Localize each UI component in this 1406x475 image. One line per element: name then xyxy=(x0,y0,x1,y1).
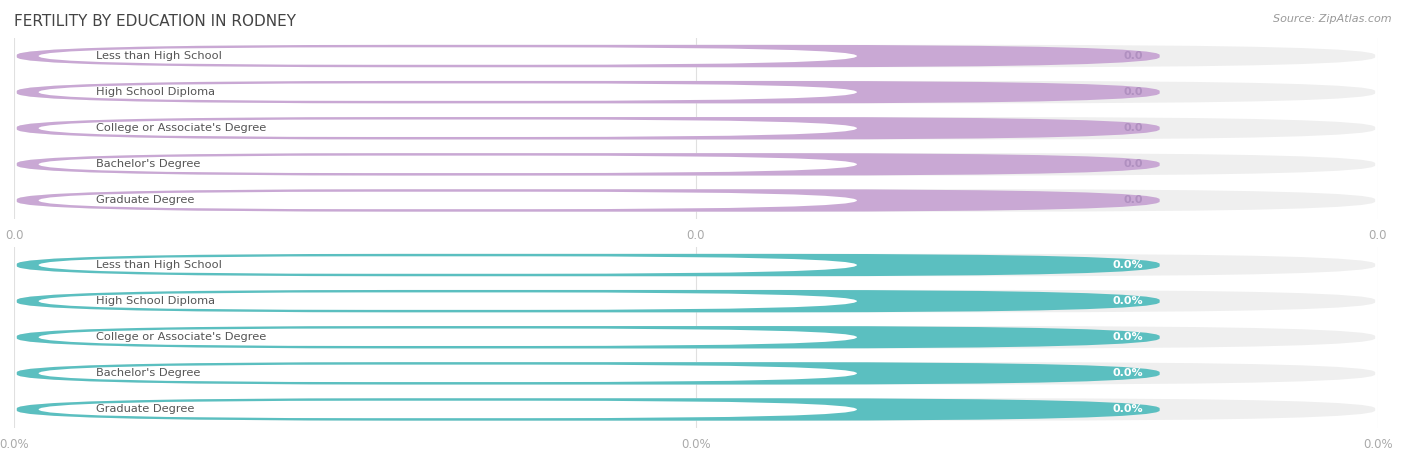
Text: College or Associate's Degree: College or Associate's Degree xyxy=(96,332,266,342)
FancyBboxPatch shape xyxy=(17,398,1375,421)
Text: Less than High School: Less than High School xyxy=(96,260,222,270)
Text: Less than High School: Less than High School xyxy=(96,51,222,61)
Text: 0.0%: 0.0% xyxy=(1112,332,1143,342)
FancyBboxPatch shape xyxy=(17,398,1160,421)
FancyBboxPatch shape xyxy=(38,84,856,101)
Text: 0.0%: 0.0% xyxy=(1112,368,1143,379)
FancyBboxPatch shape xyxy=(17,189,1375,212)
Text: 0.0: 0.0 xyxy=(1123,123,1143,133)
FancyBboxPatch shape xyxy=(17,326,1375,349)
FancyBboxPatch shape xyxy=(17,117,1375,140)
FancyBboxPatch shape xyxy=(38,156,856,173)
Text: 0.0: 0.0 xyxy=(1123,159,1143,170)
FancyBboxPatch shape xyxy=(17,81,1160,104)
Text: 0.0: 0.0 xyxy=(1368,228,1388,242)
FancyBboxPatch shape xyxy=(17,153,1160,176)
Text: 0.0%: 0.0% xyxy=(1112,296,1143,306)
Text: Source: ZipAtlas.com: Source: ZipAtlas.com xyxy=(1274,14,1392,24)
FancyBboxPatch shape xyxy=(38,365,856,382)
Text: Bachelor's Degree: Bachelor's Degree xyxy=(96,368,200,379)
FancyBboxPatch shape xyxy=(17,81,1375,104)
FancyBboxPatch shape xyxy=(38,401,856,418)
Text: 0.0: 0.0 xyxy=(1123,195,1143,206)
Text: 0.0: 0.0 xyxy=(686,228,706,242)
Text: 0.0%: 0.0% xyxy=(681,437,711,451)
Text: Graduate Degree: Graduate Degree xyxy=(96,404,194,415)
FancyBboxPatch shape xyxy=(38,293,856,310)
Text: 0.0: 0.0 xyxy=(1123,51,1143,61)
FancyBboxPatch shape xyxy=(17,362,1160,385)
Text: 0.0: 0.0 xyxy=(4,228,24,242)
FancyBboxPatch shape xyxy=(38,329,856,346)
FancyBboxPatch shape xyxy=(38,48,856,65)
FancyBboxPatch shape xyxy=(38,120,856,137)
Text: 0.0%: 0.0% xyxy=(1112,404,1143,415)
Text: 0.0%: 0.0% xyxy=(1362,437,1393,451)
Text: 0.0%: 0.0% xyxy=(0,437,30,451)
FancyBboxPatch shape xyxy=(38,256,856,274)
FancyBboxPatch shape xyxy=(17,290,1375,313)
FancyBboxPatch shape xyxy=(17,254,1160,276)
FancyBboxPatch shape xyxy=(17,117,1160,140)
FancyBboxPatch shape xyxy=(17,45,1160,67)
Text: College or Associate's Degree: College or Associate's Degree xyxy=(96,123,266,133)
FancyBboxPatch shape xyxy=(17,290,1160,313)
Text: High School Diploma: High School Diploma xyxy=(96,296,215,306)
Text: 0.0%: 0.0% xyxy=(1112,260,1143,270)
FancyBboxPatch shape xyxy=(38,192,856,209)
Text: High School Diploma: High School Diploma xyxy=(96,87,215,97)
FancyBboxPatch shape xyxy=(17,254,1375,276)
Text: Graduate Degree: Graduate Degree xyxy=(96,195,194,206)
FancyBboxPatch shape xyxy=(17,362,1375,385)
FancyBboxPatch shape xyxy=(17,153,1375,176)
FancyBboxPatch shape xyxy=(17,326,1160,349)
Text: Bachelor's Degree: Bachelor's Degree xyxy=(96,159,200,170)
Text: FERTILITY BY EDUCATION IN RODNEY: FERTILITY BY EDUCATION IN RODNEY xyxy=(14,14,297,29)
Text: 0.0: 0.0 xyxy=(1123,87,1143,97)
FancyBboxPatch shape xyxy=(17,45,1375,67)
FancyBboxPatch shape xyxy=(17,189,1160,212)
